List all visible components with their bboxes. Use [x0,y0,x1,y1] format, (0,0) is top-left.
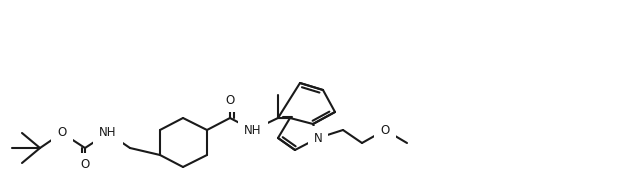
Text: O: O [225,93,235,107]
Text: O: O [80,158,90,172]
Text: NH: NH [99,126,117,140]
Text: NH: NH [245,124,262,136]
Text: O: O [380,124,389,136]
Text: N: N [314,131,322,145]
Text: O: O [58,126,67,140]
